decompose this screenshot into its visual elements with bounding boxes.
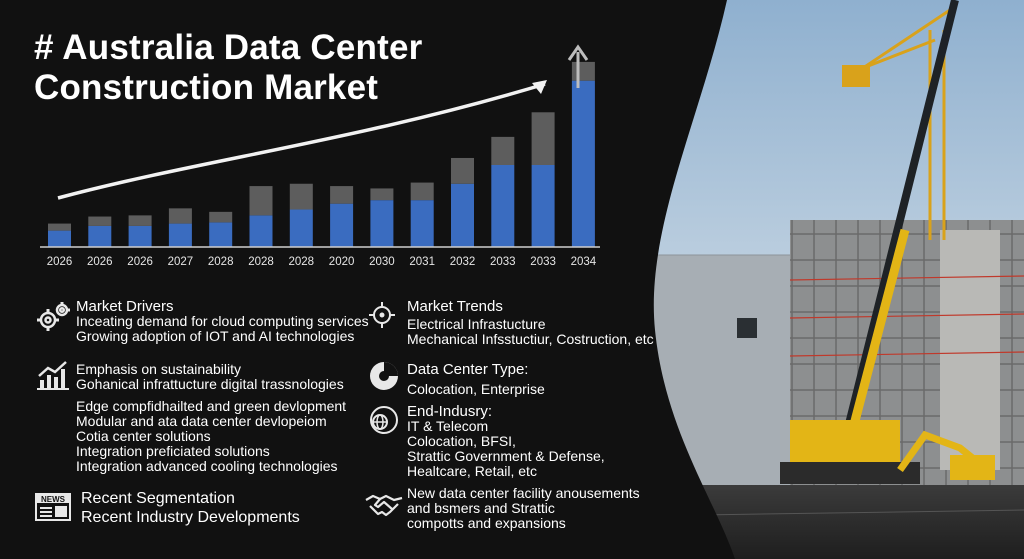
bar-base-7	[330, 203, 354, 247]
new-dc-line-3: compotts and expansions	[407, 515, 566, 531]
recent-line-2: Recent Industry Developments	[81, 509, 300, 526]
end-industry-section: End-Indusry: IT & Telecom Colocation, BF…	[407, 404, 605, 479]
x-tick-label: 2033	[490, 256, 516, 268]
new-dc-line-2: and bsmers and Strattic	[407, 500, 555, 516]
dc-type-line-1: Colocation, Enterprise	[407, 381, 545, 397]
bar-top-7	[330, 186, 354, 204]
x-tick-label: 2028	[289, 256, 315, 268]
x-tick-label: 2020	[329, 256, 355, 268]
x-tick-label: 2033	[530, 256, 556, 268]
bar-base-12	[531, 165, 555, 247]
new-dc-section: New data center facility anousements and…	[407, 486, 640, 531]
dc-type-heading: Data Center Type:	[407, 361, 529, 378]
market-drivers-heading: Market Drivers	[76, 298, 174, 315]
market-drivers-line-2: Growing adoption of IOT and AI technolog…	[76, 328, 355, 344]
new-dc-line-1: New data center facility anousements	[407, 485, 640, 501]
x-tick-label: 2032	[450, 256, 476, 268]
sustainability-line-1: Emphasis on sustainability	[76, 361, 241, 377]
pie-chart-icon	[370, 362, 398, 390]
edge-line-5: Integration advanced cooling technologie…	[76, 458, 338, 474]
edge-line-2: Modular and ata data center devlopeiom	[76, 413, 327, 429]
bar-top-6	[289, 183, 313, 210]
x-tick-label: 2028	[208, 256, 234, 268]
bar-top-13	[571, 61, 595, 81]
market-trends-line-1: Electrical Infrastucture	[407, 316, 546, 332]
market-growth-chart: 2026 2026 2026 2027 2028 2028 2028 2020 2030 2031…	[40, 44, 600, 268]
market-drivers-section: Market Drivers Inceating demand for clou…	[76, 299, 369, 344]
end-industry-line-2: Colocation, BFSI,	[407, 433, 516, 449]
bar-base-4	[209, 222, 233, 247]
market-drivers-line-1: Inceating demand for cloud computing ser…	[76, 313, 369, 329]
title-line-1: # Australia Data Center	[34, 28, 423, 67]
bar-base-11	[491, 165, 515, 247]
gears-icon	[37, 302, 70, 331]
sustainability-line-2: Gohanical infrattucture digital trassnol…	[76, 376, 344, 392]
bar-base-0	[48, 230, 71, 247]
bar-top-4	[209, 211, 233, 223]
bar-base-13	[571, 80, 595, 248]
bar-top-8	[370, 188, 394, 201]
market-trends-section: Market Trends Electrical Infrastucture M…	[407, 299, 654, 347]
end-industry-line-4: Healtcare, Retail, etc	[407, 463, 537, 479]
trend-arrow-icon	[57, 82, 546, 200]
end-industry-line-1: IT & Telecom	[407, 418, 489, 434]
title-line-2: Construction Market	[34, 68, 379, 107]
growth-chart-icon	[37, 361, 69, 390]
bar-top-2	[128, 215, 152, 226]
news-icon: NEWS	[35, 493, 71, 521]
bar-top-11	[491, 136, 515, 165]
chart-bars	[48, 61, 595, 248]
recent-section: Recent Segmentation Recent Industry Deve…	[81, 489, 300, 527]
end-industry-heading: End-Indusry:	[407, 403, 493, 420]
edge-line-3: Cotia center solutions	[76, 428, 211, 444]
bar-base-9	[410, 200, 434, 247]
bar-base-3	[168, 223, 192, 247]
x-tick-label: 2031	[409, 256, 435, 268]
bar-top-0	[48, 223, 71, 231]
bar-top-3	[168, 208, 192, 224]
end-industry-line-3: Strattic Government & Defense,	[407, 448, 605, 464]
bar-base-1	[88, 225, 112, 247]
x-tick-label: 2034	[571, 256, 597, 268]
bar-top-12	[531, 112, 555, 165]
x-tick-label: 2028	[248, 256, 274, 268]
edge-line-1: Edge compfidhailted and green devlopment	[76, 398, 347, 414]
edge-line-4: Integration preficiated solutions	[76, 443, 270, 459]
chart-x-labels: 2026 2026 2026 2027 2028 2028 2028 2020 2030 2031…	[47, 256, 597, 268]
bar-top-9	[410, 182, 434, 201]
recent-line-1: Recent Segmentation	[81, 490, 235, 507]
x-tick-label: 2026	[47, 256, 73, 268]
handshake-icon	[365, 494, 403, 517]
bar-top-5	[249, 186, 273, 216]
x-tick-label: 2027	[168, 256, 194, 268]
market-trends-line-2: Mechanical Infsstuctiur, Costruction, et…	[407, 331, 654, 347]
x-tick-label: 2026	[87, 256, 113, 268]
crosshair-icon	[369, 302, 395, 328]
globe-icon	[370, 406, 398, 434]
x-tick-label: 2030	[369, 256, 395, 268]
up-arrow-icon	[567, 44, 589, 61]
bar-top-10	[451, 157, 474, 184]
trend-arrow-head	[532, 80, 547, 94]
page-title: # Australia Data Center Construction Mar…	[34, 28, 422, 108]
market-trends-heading: Market Trends	[407, 298, 503, 315]
bar-top-1	[88, 216, 112, 226]
news-icon-label: NEWS	[41, 495, 66, 504]
bar-base-2	[128, 225, 152, 247]
bar-base-6	[289, 209, 313, 247]
bar-base-8	[370, 200, 394, 247]
bar-base-10	[451, 183, 474, 247]
dc-type-section: Data Center Type: Colocation, Enterprise	[407, 360, 545, 397]
edge-section: Edge compfidhailted and green devlopment…	[76, 399, 346, 474]
bar-base-5	[249, 215, 273, 247]
x-tick-label: 2026	[127, 256, 153, 268]
sustainability-section: Emphasis on sustainability Gohanical inf…	[76, 362, 344, 392]
